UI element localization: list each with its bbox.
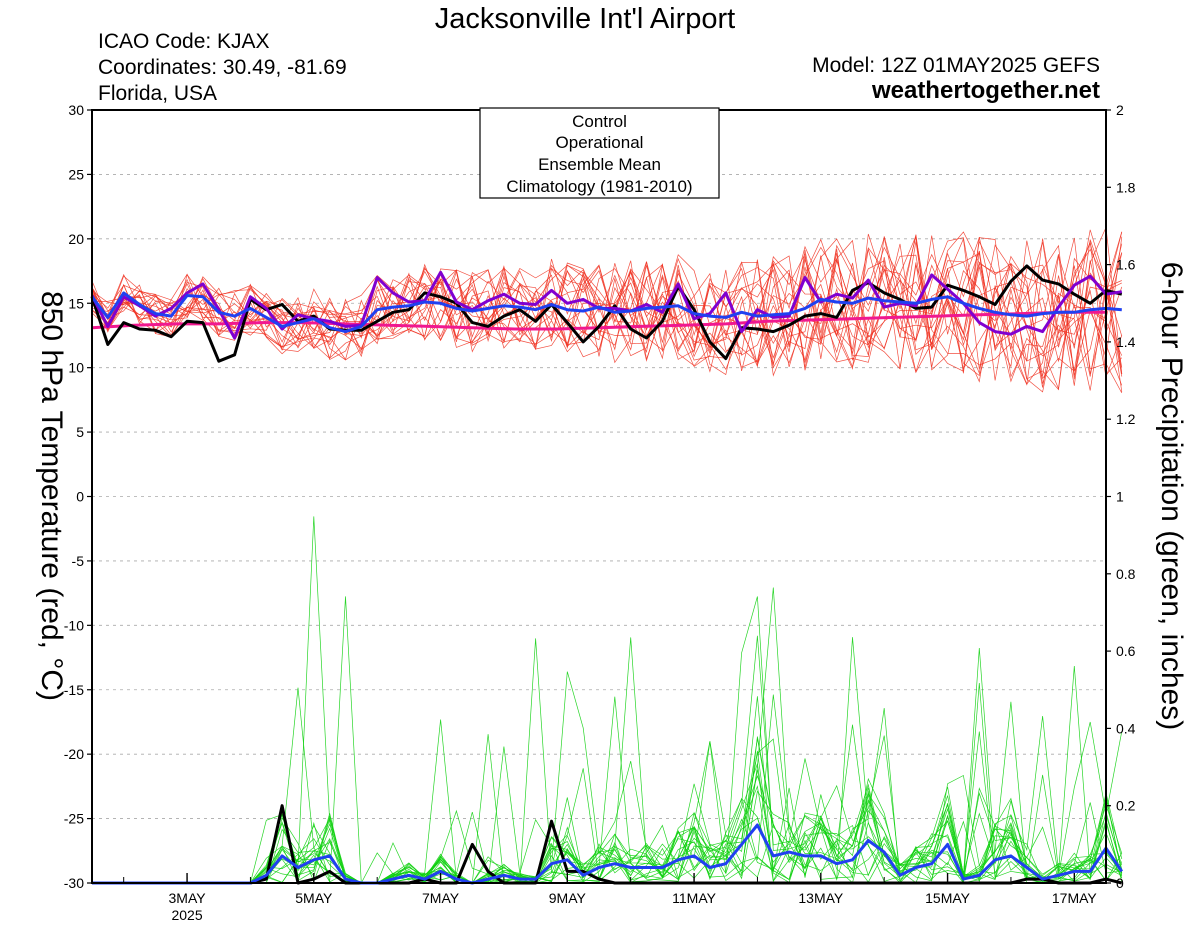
- y2-tick-label: 0.6: [1116, 643, 1136, 659]
- left-axis-ticks: 30 25 20 15 10 5 0 -5 -10 -15 -20 -25 -30: [64, 102, 92, 891]
- legend-box: [479, 107, 720, 199]
- precip-member-line: [92, 637, 1123, 884]
- x-tick-label: 15MAY: [925, 890, 971, 906]
- precip-member-line: [92, 596, 1123, 884]
- temp-member-line: [91, 232, 1123, 380]
- x-tick-sublabel: 2025: [171, 907, 202, 923]
- right-axis-ticks: 2 1.8 1.6 1.4 1.2 1 0.8 0.6 0.4 0.2 0: [1106, 102, 1136, 891]
- temp-member-line: [91, 238, 1123, 380]
- y2-tick-label: 0.4: [1116, 720, 1136, 736]
- legend-operational: Operational: [556, 133, 644, 152]
- site-link[interactable]: weathertogether.net: [871, 77, 1100, 104]
- precip-member-line: [92, 516, 1123, 884]
- y2-tick-label: 1: [1116, 489, 1124, 505]
- legend: Control Operational Ensemble Mean Climat…: [479, 107, 720, 199]
- y-tick-label: 0: [76, 489, 84, 505]
- y-tick-label: -10: [64, 617, 84, 633]
- y2-tick-label: 0: [1116, 875, 1124, 891]
- precip-member-line: [92, 596, 1123, 884]
- y2-tick-label: 1.4: [1116, 334, 1136, 350]
- y-tick-label: -5: [72, 553, 85, 569]
- x-tick-label: 11MAY: [672, 890, 716, 906]
- coordinates: Coordinates: 30.49, -81.69: [98, 56, 347, 79]
- main-series-lines: [90, 264, 1124, 885]
- y-tick-label: 30: [68, 102, 84, 118]
- series-temp-ensemble-mean: [90, 291, 1122, 334]
- region: Florida, USA: [98, 82, 217, 105]
- x-tick-label: 17MAY: [1052, 890, 1098, 906]
- temp-member-line: [91, 234, 1123, 377]
- y-tick-label: 5: [76, 424, 84, 440]
- x-tick-label: 9MAY: [549, 890, 587, 906]
- y2-tick-label: 0.2: [1116, 798, 1136, 814]
- y2-tick-label: 1.2: [1116, 411, 1136, 427]
- temp-member-line: [91, 237, 1122, 374]
- x-tick-label: 3MAY: [169, 890, 207, 906]
- temp-member-line: [91, 237, 1123, 388]
- legend-climatology: Climatology (1981-2010): [506, 177, 692, 196]
- y2-tick-label: 2: [1116, 102, 1124, 118]
- y-tick-label: 10: [68, 360, 84, 376]
- y-tick-label: 20: [68, 231, 84, 247]
- y-tick-label: 25: [68, 166, 84, 182]
- x-tick-label: 5MAY: [295, 890, 333, 906]
- precip-member-line: [92, 587, 1123, 884]
- y-tick-label: -15: [64, 682, 84, 698]
- y-tick-label: 15: [68, 295, 84, 311]
- x-tick-label: 7MAY: [422, 890, 460, 906]
- icao-code: ICAO Code: KJAX: [98, 30, 270, 53]
- series-precip-ensemble-mean: [92, 823, 1124, 885]
- legend-control: Control: [572, 112, 627, 131]
- y-tick-label: -30: [64, 875, 84, 891]
- legend-ensemble-mean: Ensemble Mean: [538, 155, 661, 174]
- x-tick-label: 13MAY: [798, 890, 844, 906]
- y-axis-label-left: 850 hPa Temperature (red, °C): [35, 291, 68, 701]
- y2-tick-label: 1.8: [1116, 179, 1136, 195]
- model-run: Model: 12Z 01MAY2025 GEFS: [812, 54, 1100, 77]
- y2-tick-label: 0.8: [1116, 566, 1136, 582]
- y-tick-label: -20: [64, 746, 84, 762]
- chart-title: Jacksonville Int'l Airport: [435, 3, 736, 35]
- y-tick-label: -25: [64, 811, 84, 827]
- y2-tick-label: 1.6: [1116, 257, 1136, 273]
- y-axis-label-right: 6-hour Precipitation (green, inches): [1155, 262, 1188, 731]
